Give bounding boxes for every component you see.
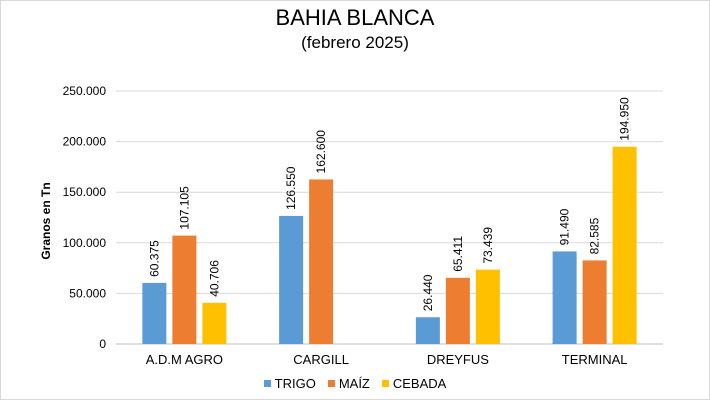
bar-trigo — [415, 317, 440, 344]
data-label: 107.105 — [177, 186, 191, 230]
legend-swatch — [381, 380, 389, 387]
bar-cebada — [202, 302, 227, 344]
bar-maíz — [445, 277, 470, 344]
y-tick-label: 250.000 — [63, 84, 107, 98]
bar-maíz — [582, 260, 607, 344]
bar-maíz — [172, 235, 197, 344]
data-label: 65.411 — [451, 236, 465, 272]
legend-label: CEBADA — [392, 376, 447, 391]
legend-swatch — [327, 380, 335, 387]
bar-maíz — [309, 179, 334, 344]
data-label: 73.439 — [481, 227, 495, 264]
legend-swatch — [263, 380, 271, 387]
chart-title: BAHIA BLANCA — [275, 5, 435, 30]
y-tick-label: 50.000 — [69, 286, 106, 300]
data-label: 40.706 — [207, 260, 221, 297]
y-tick-label: 100.000 — [63, 236, 107, 250]
bar-trigo — [552, 251, 577, 344]
data-label: 26.440 — [421, 274, 435, 311]
legend-item: CEBADA — [381, 376, 447, 391]
data-label: 162.600 — [314, 130, 328, 174]
x-tick-label: TERMINAL — [562, 352, 628, 367]
chart-subtitle: (febrero 2025) — [301, 33, 409, 52]
y-tick-label: 0 — [99, 337, 106, 351]
bar-trigo — [142, 282, 167, 344]
y-tick-label: 200.000 — [63, 135, 107, 149]
legend: TRIGO MAÍZ CEBADA — [1, 376, 709, 391]
bar-cebada — [475, 269, 500, 344]
bar-trigo — [279, 215, 304, 344]
data-label: 126.550 — [284, 166, 298, 210]
x-tick-label: DREYFUS — [427, 352, 489, 367]
data-label: 91.490 — [558, 208, 572, 245]
data-label: 194.950 — [618, 97, 632, 141]
data-label: 60.375 — [147, 240, 161, 277]
legend-label: TRIGO — [274, 376, 316, 391]
legend-item: TRIGO — [263, 376, 316, 391]
x-tick-label: A.D.M AGRO — [146, 352, 223, 367]
bar-cebada — [612, 146, 637, 344]
x-tick-label: CARGILL — [293, 352, 349, 367]
legend-item: MAÍZ — [327, 376, 370, 391]
y-tick-label: 150.000 — [63, 185, 107, 199]
legend-label: MAÍZ — [338, 376, 370, 391]
data-label: 82.585 — [588, 217, 602, 254]
